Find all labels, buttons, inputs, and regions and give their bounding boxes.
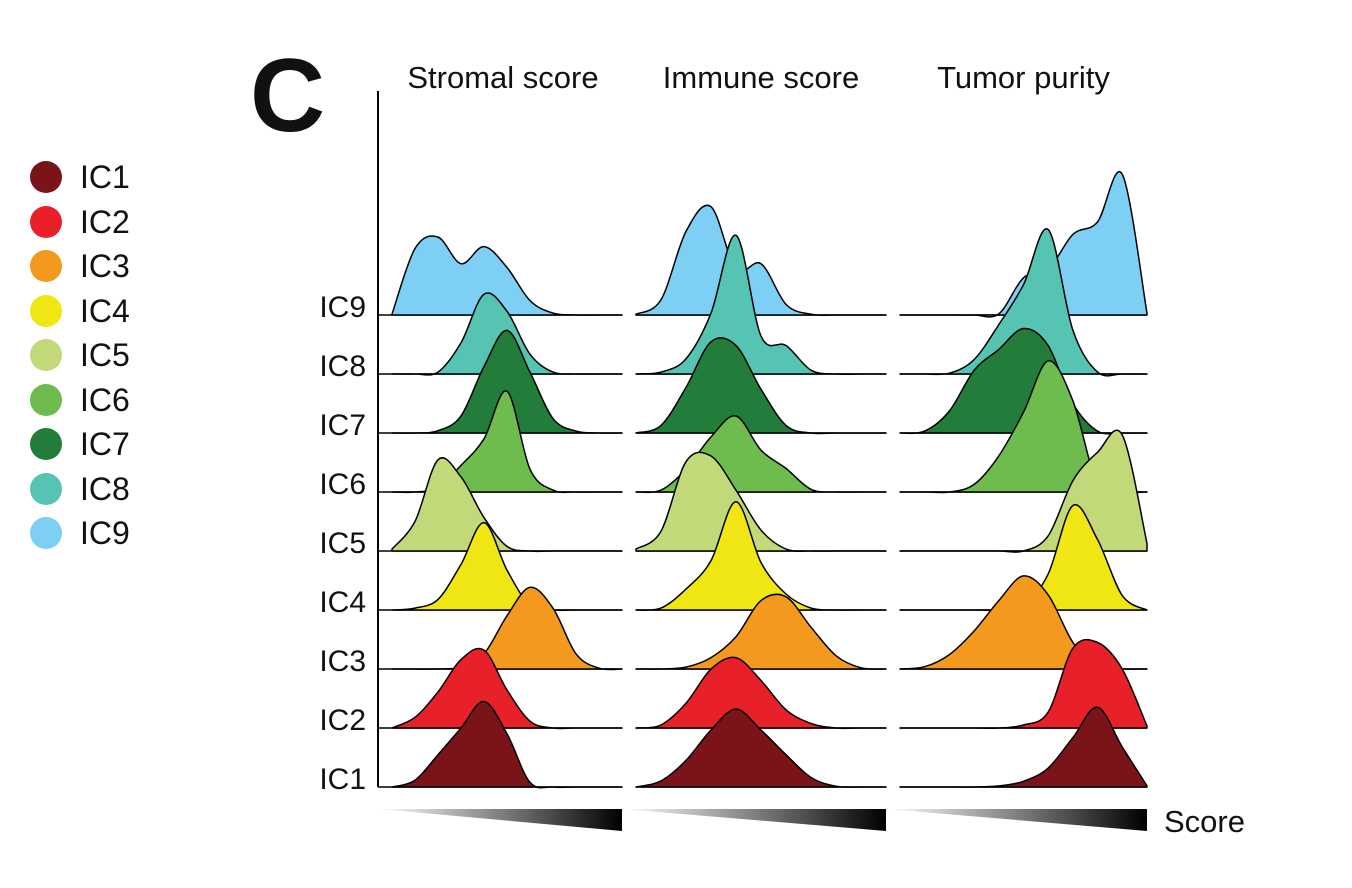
legend-swatch	[30, 205, 62, 238]
ridge-ic8-panel-2	[635, 234, 887, 376]
ridge-ic7-panel-3	[899, 327, 1148, 435]
panel-letter: C	[250, 38, 325, 154]
legend: IC1 IC2 IC3 IC4 IC5 IC6 IC7 IC8 IC9	[30, 155, 130, 556]
legend-swatch	[30, 250, 62, 283]
row-label-ic4: IC4	[319, 586, 366, 619]
ridge-ic8-panel-3	[899, 228, 1148, 377]
legend-label: IC4	[80, 292, 130, 329]
legend-label: IC3	[80, 248, 130, 285]
row-label-ic8: IC8	[319, 350, 366, 383]
ridge-ic1-panel-2	[635, 708, 887, 788]
ridge-ic7-panel-2	[635, 337, 887, 435]
ridge-ic3-panel-1	[391, 586, 623, 671]
ridge-ic7-panel-1	[391, 329, 623, 434]
row-label-ic6: IC6	[319, 468, 366, 501]
legend-swatch	[30, 339, 62, 372]
legend-label: IC5	[80, 337, 130, 374]
ridge-ic4-panel-2	[635, 500, 887, 611]
ridge-ic2-panel-3	[899, 638, 1148, 729]
legend-swatch	[30, 428, 62, 461]
row-label-ic7: IC7	[319, 409, 366, 442]
legend-item-ic7: IC7	[30, 422, 130, 467]
ridge-ic2-panel-1	[391, 647, 623, 730]
ridge-ic9-panel-2	[635, 204, 887, 316]
ridge-ic1-panel-3	[899, 706, 1148, 788]
ridge-ic9-panel-1	[391, 235, 623, 316]
row-label-ic1: IC1	[319, 763, 366, 796]
legend-swatch	[30, 383, 62, 416]
panel-title: Immune score	[663, 60, 859, 95]
score-gradient-wedge	[622, 809, 886, 831]
legend-label: IC1	[80, 159, 130, 196]
legend-item-ic4: IC4	[30, 289, 130, 334]
legend-item-ic6: IC6	[30, 378, 130, 423]
legend-item-ic1: IC1	[30, 155, 130, 200]
row-label-ic2: IC2	[319, 704, 366, 737]
legend-swatch	[30, 472, 62, 505]
legend-label: IC6	[80, 381, 130, 418]
ridge-ic6-panel-1	[391, 390, 623, 494]
score-gradient-wedge	[378, 809, 622, 831]
legend-item-ic3: IC3	[30, 244, 130, 289]
legend-label: IC7	[80, 426, 130, 463]
legend-label: IC8	[80, 470, 130, 507]
row-label-ic5: IC5	[319, 527, 366, 560]
legend-item-ic5: IC5	[30, 333, 130, 378]
legend-swatch	[30, 517, 62, 550]
legend-item-ic8: IC8	[30, 467, 130, 512]
ridge-ic1-panel-1	[391, 700, 623, 789]
ridge-ic3-panel-2	[635, 593, 887, 670]
panel-title: Stromal score	[407, 60, 598, 95]
score-gradient-wedge	[886, 809, 1147, 831]
ridge-ic2-panel-2	[635, 656, 887, 730]
panel-title: Tumor purity	[937, 60, 1110, 95]
ridge-ic4-panel-1	[391, 521, 623, 612]
row-label-ic9: IC9	[319, 291, 366, 324]
legend-swatch	[30, 161, 62, 194]
x-axis-label: Score	[1164, 804, 1245, 839]
ridge-ic5-panel-2	[635, 451, 887, 552]
legend-label: IC2	[80, 203, 130, 240]
legend-item-ic2: IC2	[30, 200, 130, 245]
row-label-ic3: IC3	[319, 645, 366, 678]
legend-swatch	[30, 294, 62, 327]
legend-item-ic9: IC9	[30, 511, 130, 556]
ridge-ic5-panel-1	[391, 457, 623, 553]
legend-label: IC9	[80, 515, 130, 552]
